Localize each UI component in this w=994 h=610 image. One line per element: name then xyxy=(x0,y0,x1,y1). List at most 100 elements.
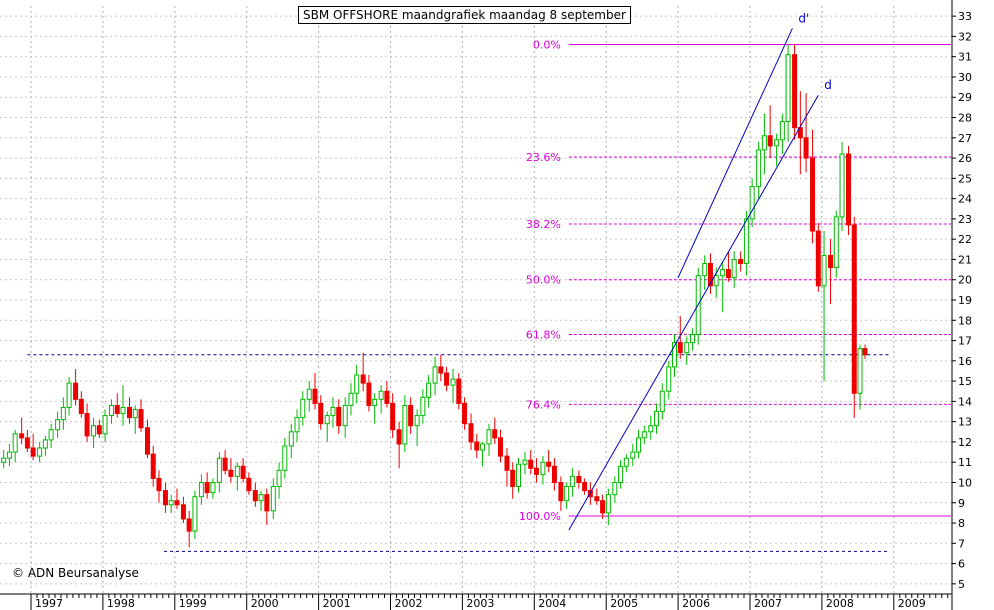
candle-body xyxy=(702,263,708,277)
candle-body xyxy=(641,431,647,439)
candle-body xyxy=(546,461,552,467)
candle-body xyxy=(6,451,12,459)
candle-body xyxy=(551,465,557,483)
candle-body xyxy=(414,415,420,427)
candle-body xyxy=(228,469,234,477)
candle-body xyxy=(120,406,126,415)
candle-body xyxy=(258,494,264,502)
candle-body xyxy=(779,121,785,141)
candle-body xyxy=(600,500,606,514)
candle-body xyxy=(132,408,138,419)
candle-body xyxy=(48,429,54,441)
candle-body xyxy=(102,415,108,435)
candle-body xyxy=(756,149,762,187)
candle-body xyxy=(659,390,665,413)
candle-body xyxy=(12,433,18,453)
y-tick-label: 11 xyxy=(958,456,972,469)
candle-body xyxy=(342,404,348,427)
candle-body xyxy=(432,366,438,384)
candle-body xyxy=(774,139,780,147)
y-tick-label: 9 xyxy=(958,497,965,510)
candle-body xyxy=(354,374,360,394)
candle-body xyxy=(444,372,450,386)
chart-title: SBM OFFSHORE maandgrafiek maandag 8 sept… xyxy=(298,6,631,24)
y-tick-label: 32 xyxy=(958,30,972,43)
candle-body xyxy=(828,254,834,269)
candle-body xyxy=(96,425,102,435)
candle-body xyxy=(300,398,306,419)
candle-body xyxy=(84,413,90,437)
candle-body xyxy=(420,396,426,417)
candle-body xyxy=(73,382,79,400)
candle-body xyxy=(522,459,528,465)
candle-body xyxy=(720,269,726,277)
candle-body xyxy=(761,135,767,151)
candle-body xyxy=(162,490,168,506)
candle-body xyxy=(605,494,611,514)
trendline xyxy=(677,28,793,278)
y-tick-label: 6 xyxy=(958,558,965,571)
candle-body xyxy=(498,437,504,457)
x-tick-label: 2006 xyxy=(682,597,710,610)
candle-body xyxy=(240,465,246,479)
candle-body xyxy=(810,157,816,232)
y-tick-label: 26 xyxy=(958,152,972,165)
y-tick-label: 10 xyxy=(958,476,972,489)
candle-body xyxy=(833,216,839,269)
y-tick-label: 30 xyxy=(958,71,972,84)
copyright-text: © ADN Beursanalyse xyxy=(12,566,139,580)
x-tick-label: 2002 xyxy=(395,597,423,610)
candle-body xyxy=(480,443,486,451)
candle-body xyxy=(234,465,240,477)
x-tick-label: 1999 xyxy=(179,597,207,610)
candle-body xyxy=(797,127,803,139)
candle-body xyxy=(186,518,192,532)
candle-body xyxy=(180,504,186,520)
x-tick-label: 2005 xyxy=(610,597,638,610)
candle-body xyxy=(815,230,821,287)
candle-body xyxy=(510,469,516,488)
candle-body xyxy=(426,382,432,398)
candle-body xyxy=(222,457,228,471)
candle-body xyxy=(564,486,570,502)
candle-body xyxy=(114,404,120,415)
candle-body xyxy=(192,496,198,532)
candle-body xyxy=(198,481,204,498)
y-tick-label: 28 xyxy=(958,112,972,125)
candle-body xyxy=(612,481,618,496)
candle-body xyxy=(576,475,582,483)
candle-body xyxy=(648,425,654,433)
candle-body xyxy=(846,153,852,226)
candle-body xyxy=(204,481,210,494)
y-tick-label: 21 xyxy=(958,253,972,266)
candle-body xyxy=(30,447,36,457)
candle-body xyxy=(384,390,390,404)
candle-body xyxy=(636,437,642,453)
y-tick-label: 33 xyxy=(958,10,972,23)
candle-body xyxy=(372,398,378,406)
candle-body xyxy=(569,475,575,488)
candle-body xyxy=(109,404,115,417)
candle-body xyxy=(785,54,791,123)
candle-body xyxy=(456,378,462,404)
y-tick-label: 8 xyxy=(958,517,965,530)
candle-body xyxy=(677,342,683,354)
fib-level-label: 76.4% xyxy=(526,398,561,411)
y-tick-label: 18 xyxy=(958,314,972,327)
candle-body xyxy=(402,404,408,445)
candle-body xyxy=(594,496,600,502)
fib-level-label: 38.2% xyxy=(526,218,561,231)
fib-level-label: 23.6% xyxy=(526,151,561,164)
y-tick-label: 25 xyxy=(958,172,972,185)
candle-body xyxy=(91,425,97,437)
y-tick-label: 14 xyxy=(958,395,972,408)
candle-body xyxy=(672,342,678,368)
x-tick-label: 2001 xyxy=(323,597,351,610)
candle-body xyxy=(540,461,546,475)
y-tick-label: 13 xyxy=(958,416,972,429)
candle-body xyxy=(396,429,402,445)
candle-body xyxy=(749,185,755,220)
candle-body xyxy=(252,490,258,502)
candle-body xyxy=(725,269,731,279)
